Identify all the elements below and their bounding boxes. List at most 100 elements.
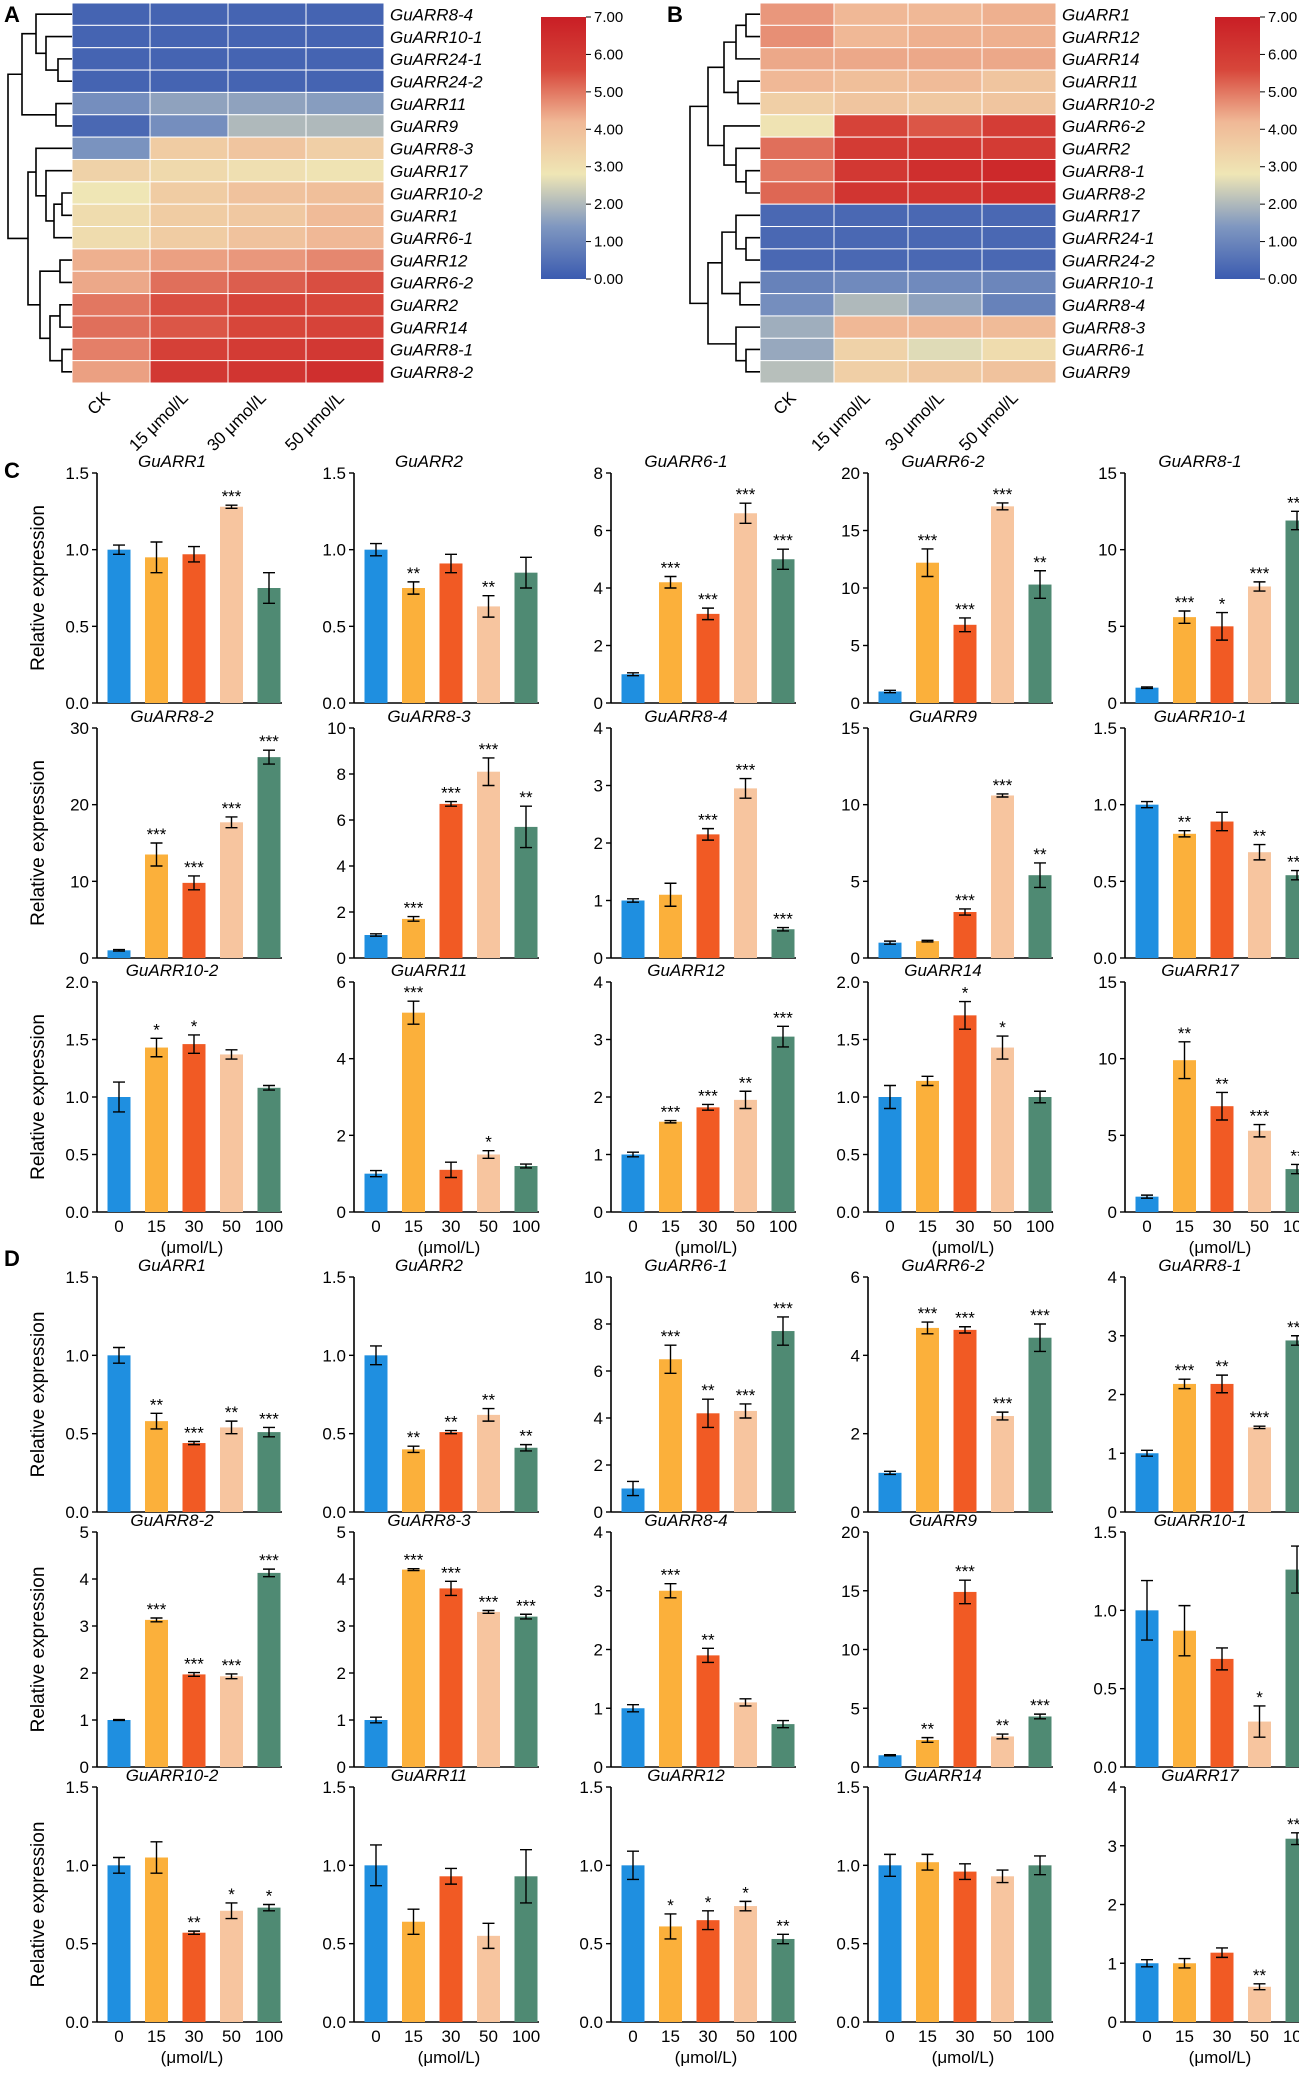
subplot-title: GuARR8-3: [387, 707, 471, 726]
significance-label: ***: [222, 799, 242, 818]
bar: [916, 1739, 939, 1767]
significance-label: ***: [1030, 1306, 1050, 1325]
bar: [145, 1857, 168, 2022]
y-tick-label: 8: [337, 765, 346, 784]
heatmap-cell: [981, 158, 1057, 183]
bar: [878, 1097, 902, 1212]
heatmap-row-label: GuARR24-1: [1062, 229, 1155, 248]
heatmap-cell: [71, 158, 151, 183]
y-tick-label: 1: [594, 892, 603, 911]
bar: [1173, 1630, 1196, 1767]
heatmap-cell: [305, 69, 385, 93]
x-tick-label: 0: [885, 1217, 894, 1236]
y-tick-label: 0.0: [836, 2013, 860, 2032]
dendrogram-branch: [735, 214, 760, 250]
bar: [953, 1871, 977, 2022]
bar: [145, 557, 168, 703]
significance-label: ***: [222, 1656, 242, 1675]
heatmap-cell: [227, 293, 307, 317]
bar: [659, 582, 682, 703]
heatmap-row-label: GuARR9: [1062, 363, 1131, 382]
y-tick-label: 0.5: [322, 617, 346, 636]
y-tick-label: 0: [594, 1203, 603, 1222]
heatmap-cell: [305, 270, 385, 295]
bar: [364, 1355, 388, 1512]
significance-label: ***: [441, 1563, 461, 1582]
y-tick-label: 0: [851, 694, 860, 713]
heatmap-cell: [71, 2, 151, 26]
y-tick-label: 1: [337, 1711, 346, 1730]
bar: [107, 950, 131, 958]
error-bar: [664, 1344, 677, 1375]
significance-label: ***: [1287, 493, 1299, 512]
y-tick-label: 4: [1108, 1778, 1117, 1797]
significance-label: ***: [259, 1551, 279, 1570]
bar: [1028, 1865, 1052, 2022]
heatmap-cell: [981, 69, 1057, 93]
significance-label: ***: [516, 1596, 536, 1615]
bar: [257, 588, 281, 703]
significance-label: ***: [993, 1394, 1013, 1413]
heatmap-cell: [759, 2, 835, 26]
x-tick-label: 30: [699, 2027, 718, 2046]
error-bar: [520, 805, 532, 849]
bar: [439, 1169, 463, 1212]
heatmap-cell: [149, 360, 229, 384]
bar: [1248, 852, 1271, 958]
panel-label-B: B: [667, 2, 683, 27]
y-tick-label: 1.5: [65, 1778, 89, 1797]
heatmap-cell: [833, 337, 909, 362]
bar: [107, 1720, 131, 1767]
bar: [878, 691, 902, 703]
bar: [696, 834, 720, 958]
error-bar: [263, 1426, 275, 1438]
bar: [991, 1736, 1014, 1767]
bar: [734, 1410, 757, 1512]
bar: [1135, 687, 1159, 703]
heatmap-cell: [759, 91, 835, 116]
heatmap-cell: [833, 203, 909, 228]
heatmap-cell: [981, 248, 1057, 272]
heatmap-cell: [981, 293, 1057, 317]
heatmap-row-label: GuARR8-2: [390, 363, 474, 382]
heatmap-cell: [759, 136, 835, 160]
y-tick-label: 1.0: [65, 1346, 89, 1365]
significance-label: **: [187, 1913, 201, 1932]
bar: [1028, 1716, 1052, 1767]
heatmap-row-label: GuARR10-1: [1062, 274, 1155, 293]
error-bar: [884, 1853, 896, 1877]
dendrogram-branch: [53, 203, 72, 239]
error-bar: [150, 1617, 163, 1623]
heatmap-cell: [759, 47, 835, 71]
heatmap-cell: [149, 203, 229, 228]
subplot-title: GuARR9: [909, 707, 978, 726]
dendrogram-branch: [45, 35, 72, 71]
subplot-title: GuARR12: [647, 961, 725, 980]
bar: [734, 1099, 757, 1212]
y-tick-label: 0.0: [322, 1503, 346, 1522]
error-bar: [884, 1084, 896, 1110]
x-axis-unit: (μmol/L): [932, 2048, 995, 2067]
y-tick-label: 4: [80, 1570, 89, 1589]
y-tick-label: 1.5: [65, 1268, 89, 1287]
y-tick-label: 6: [337, 811, 346, 830]
bar: [696, 1655, 720, 1767]
error-bar: [1253, 1983, 1266, 1991]
error-bar: [1178, 1604, 1191, 1657]
dendrogram-branch: [59, 303, 72, 328]
heatmap-row-label: GuARR6-1: [1062, 341, 1145, 360]
significance-label: ***: [773, 910, 793, 929]
y-tick-label: 0: [851, 1758, 860, 1777]
error-bar: [884, 689, 896, 694]
y-tick-label: 0.5: [65, 1425, 89, 1444]
significance-label: **: [1290, 1146, 1299, 1165]
x-tick-label: 30: [1213, 1217, 1232, 1236]
error-bar: [482, 1407, 495, 1422]
error-bar: [188, 545, 200, 563]
significance-label: ***: [773, 531, 793, 550]
error-bar: [777, 1719, 789, 1729]
bar: [1248, 1986, 1271, 2022]
x-tick-label: 50: [1250, 1217, 1269, 1236]
y-tick-label: 1.5: [1093, 719, 1117, 738]
